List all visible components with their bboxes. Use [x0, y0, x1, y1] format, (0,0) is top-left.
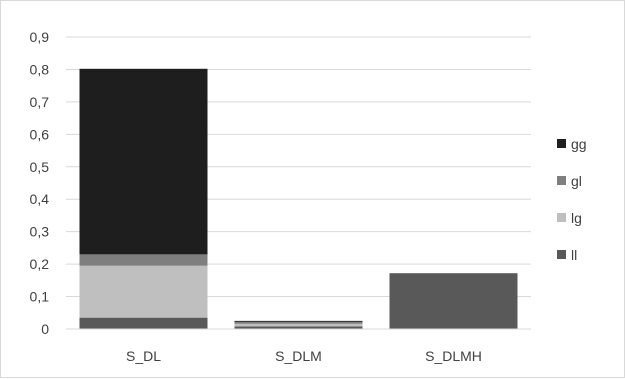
legend-swatch-gl: [557, 176, 566, 185]
bar-segment-gl: [79, 254, 208, 266]
y-tick-label: 0,9: [30, 29, 50, 45]
x-tick-label: S_DLMH: [425, 348, 482, 364]
bar-segment-lg: [79, 265, 208, 318]
y-axis: 0 0,1 0,2 0,3 0,4 0,5 0,6 0,7 0,8 0,9: [30, 29, 50, 337]
x-axis: S_DL S_DLM S_DLMH: [66, 328, 531, 364]
legend: gg gl lg ll: [557, 136, 587, 263]
bars: [79, 68, 518, 329]
y-tick-label: 0,2: [30, 256, 50, 272]
bar-segment-ll: [79, 317, 208, 329]
legend-label-lg: lg: [571, 210, 582, 226]
legend-swatch-ll: [557, 250, 566, 259]
legend-label-gg: gg: [571, 136, 587, 152]
y-tick-label: 0,3: [30, 224, 50, 240]
y-tick-label: 0,8: [30, 61, 50, 77]
bar-segment-gl: [234, 321, 363, 324]
legend-label-ll: ll: [571, 247, 577, 263]
y-tick-label: 0,1: [30, 289, 50, 305]
bar-segment-ll: [234, 326, 363, 329]
bar-segment-gg: [234, 320, 363, 322]
x-tick-label: S_DLM: [275, 348, 322, 364]
bar-segment-ll: [389, 273, 518, 329]
y-tick-label: 0,7: [30, 94, 50, 110]
bar-segment-lg: [234, 323, 363, 327]
bar-segment-gg: [79, 68, 208, 255]
legend-label-gl: gl: [571, 173, 582, 189]
y-tick-label: 0,5: [30, 159, 50, 175]
x-tick-label: S_DL: [126, 348, 161, 364]
y-tick-label: 0,4: [30, 191, 50, 207]
legend-swatch-lg: [557, 213, 566, 222]
legend-swatch-gg: [557, 139, 566, 148]
y-tick-label: 0,6: [30, 126, 50, 142]
y-tick-label: 0: [41, 321, 49, 337]
